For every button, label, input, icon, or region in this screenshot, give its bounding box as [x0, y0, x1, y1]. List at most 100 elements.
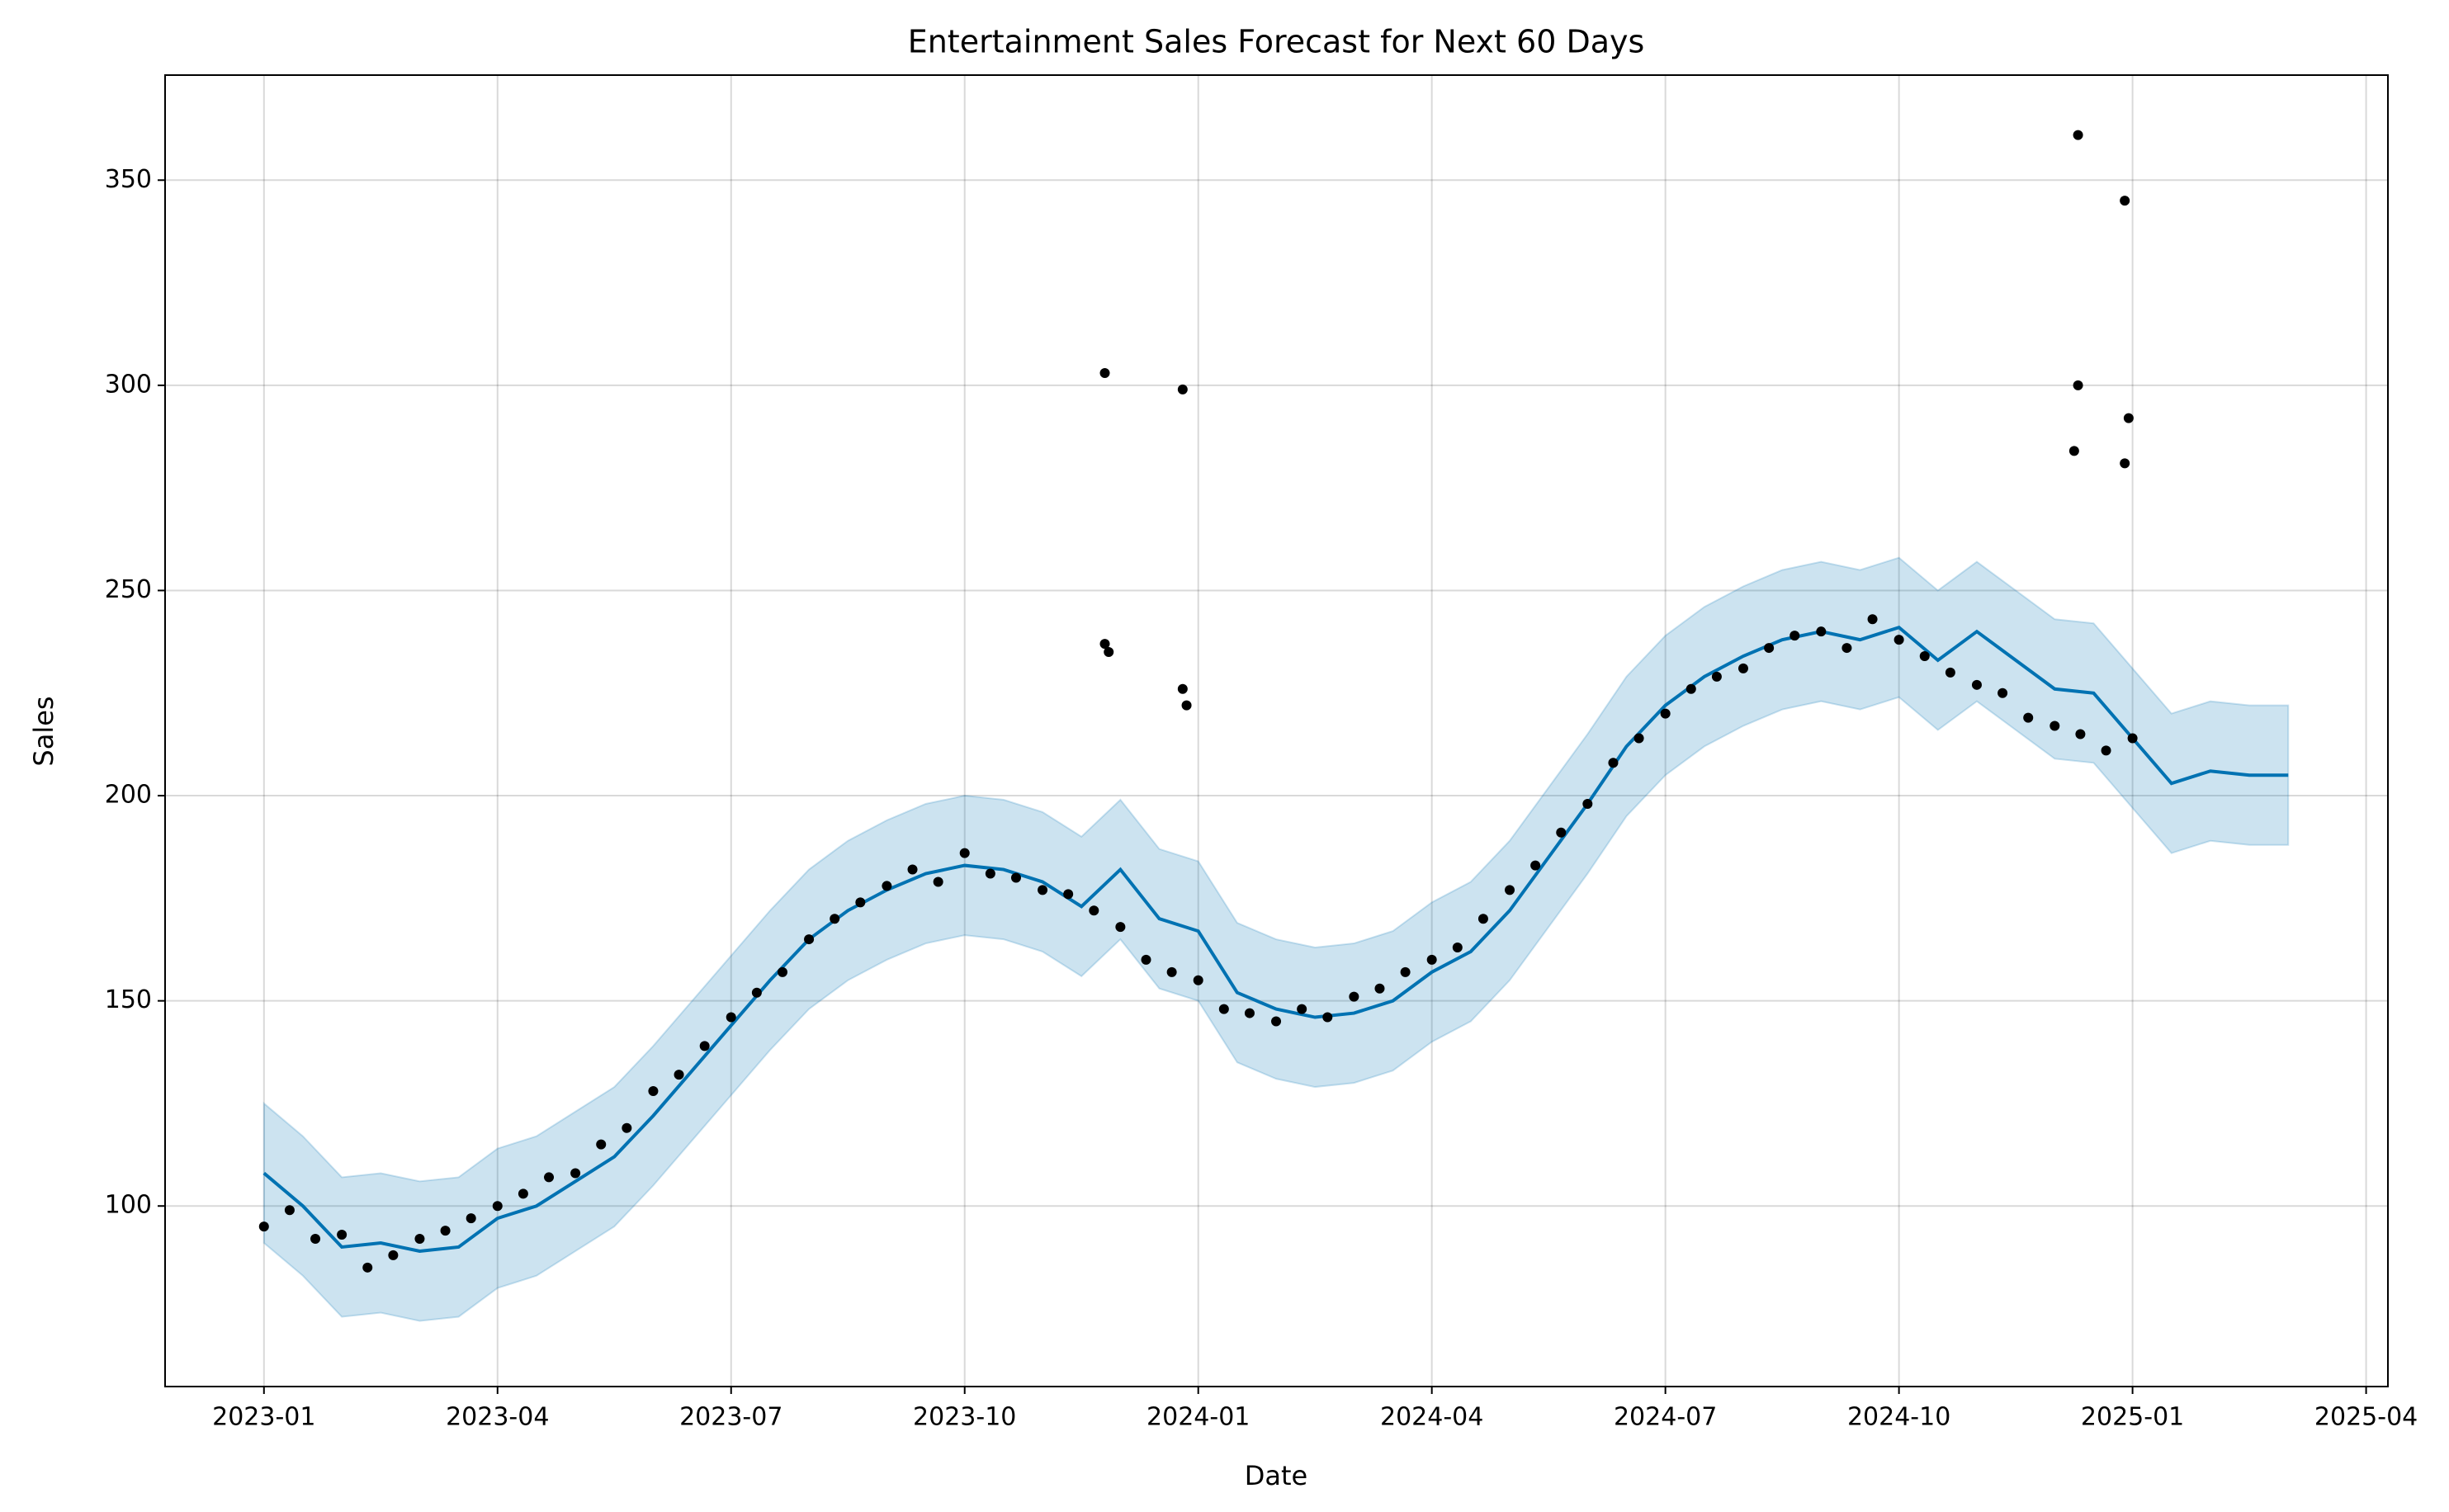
observed-point	[674, 1070, 684, 1080]
observed-point	[2068, 446, 2079, 456]
observed-point	[1452, 943, 1463, 953]
observed-point	[1141, 954, 1151, 965]
y-tick-label: 300	[105, 370, 152, 399]
observed-point	[1177, 384, 1188, 395]
observed-point	[1349, 991, 1359, 1002]
observed-point	[1322, 1012, 1333, 1023]
observed-point	[1789, 631, 1800, 641]
observed-point	[1556, 827, 1567, 838]
observed-point	[1867, 614, 1878, 625]
x-tick-label: 2023-01	[212, 1403, 315, 1432]
observed-point	[1945, 667, 1955, 678]
observed-point	[544, 1172, 555, 1183]
observed-point	[2075, 729, 2086, 739]
y-axis-label: Sales	[28, 696, 59, 766]
observed-point	[1816, 626, 1827, 637]
observed-point	[414, 1234, 425, 1245]
observed-point	[1115, 922, 1126, 933]
x-tick-label: 2025-04	[2314, 1403, 2418, 1432]
observed-point	[830, 914, 840, 924]
observed-point	[466, 1213, 476, 1224]
observed-point	[440, 1226, 451, 1236]
observed-point	[1010, 872, 1021, 883]
observed-point	[1089, 905, 1099, 916]
observed-point	[284, 1205, 295, 1216]
y-tick-label: 200	[105, 781, 152, 810]
observed-point	[2101, 745, 2111, 756]
observed-point	[1530, 860, 1541, 871]
observed-point	[388, 1250, 399, 1260]
x-tick-label: 2024-07	[1614, 1403, 1717, 1432]
observed-point	[1711, 671, 1722, 682]
observed-point	[1505, 885, 1515, 895]
observed-point	[1271, 1016, 1282, 1027]
y-tick-label: 250	[105, 575, 152, 604]
observed-point	[2073, 130, 2083, 140]
observed-point	[1919, 651, 1930, 662]
observed-point	[258, 1221, 269, 1232]
observed-point	[1099, 367, 1110, 378]
observed-point	[959, 848, 970, 858]
observed-point	[1297, 1004, 1307, 1014]
observed-point	[1685, 683, 1696, 694]
uncertainty-band	[262, 556, 2290, 1322]
x-tick-label: 2023-10	[913, 1403, 1016, 1432]
observed-point	[1181, 700, 1192, 711]
x-tick-label: 2023-04	[446, 1403, 549, 1432]
observed-point	[1997, 687, 2008, 698]
observed-point	[1063, 889, 1074, 900]
observed-point	[1218, 1004, 1229, 1014]
observed-point	[1608, 758, 1619, 768]
observed-point	[882, 881, 892, 891]
y-tick-label: 100	[105, 1191, 152, 1220]
y-tick-label: 350	[105, 165, 152, 194]
observed-point	[362, 1262, 373, 1273]
observed-point	[1971, 679, 1982, 690]
observed-point	[1660, 708, 1671, 719]
observed-point	[699, 1041, 710, 1051]
observed-point	[1374, 983, 1385, 994]
observed-point	[1477, 914, 1488, 924]
observed-point	[1177, 683, 1188, 694]
observed-point	[1400, 966, 1411, 977]
observed-point	[648, 1086, 659, 1097]
observed-point	[2120, 458, 2130, 469]
y-tick-label: 150	[105, 985, 152, 1014]
observed-point	[1633, 733, 1644, 744]
plot-frame	[164, 74, 2389, 1387]
observed-point	[310, 1234, 321, 1245]
observed-point	[1038, 885, 1048, 895]
observed-point	[1764, 643, 1775, 654]
chart-title: Entertainment Sales Forecast for Next 60…	[908, 24, 1645, 60]
observed-point	[622, 1122, 632, 1133]
observed-point	[2073, 380, 2083, 390]
observed-point	[1244, 1008, 1255, 1018]
x-tick-label: 2024-10	[1847, 1403, 1950, 1432]
forecast-line	[262, 625, 2289, 1253]
observed-point	[2050, 721, 2060, 731]
observed-point	[2023, 712, 2034, 723]
observed-point	[751, 987, 762, 998]
observed-point	[1737, 663, 1748, 673]
observed-point	[1426, 954, 1437, 965]
x-tick-label: 2024-01	[1146, 1403, 1250, 1432]
observed-point	[1841, 643, 1852, 654]
x-axis-label: Date	[1245, 1460, 1307, 1491]
observed-point	[2123, 413, 2134, 423]
observed-point	[1193, 975, 1203, 985]
observed-point	[1582, 798, 1593, 809]
observed-point	[1893, 635, 1904, 645]
observed-point	[907, 864, 918, 875]
x-tick-label: 2024-04	[1380, 1403, 1483, 1432]
observed-point	[1104, 647, 1114, 658]
observed-point	[2120, 196, 2130, 206]
observed-point	[804, 934, 815, 945]
observed-point	[337, 1230, 347, 1240]
observed-point	[855, 897, 866, 908]
x-tick-label: 2025-01	[2081, 1403, 2184, 1432]
observed-point	[570, 1168, 581, 1179]
observed-point	[1166, 966, 1177, 977]
x-tick-label: 2023-07	[679, 1403, 782, 1432]
